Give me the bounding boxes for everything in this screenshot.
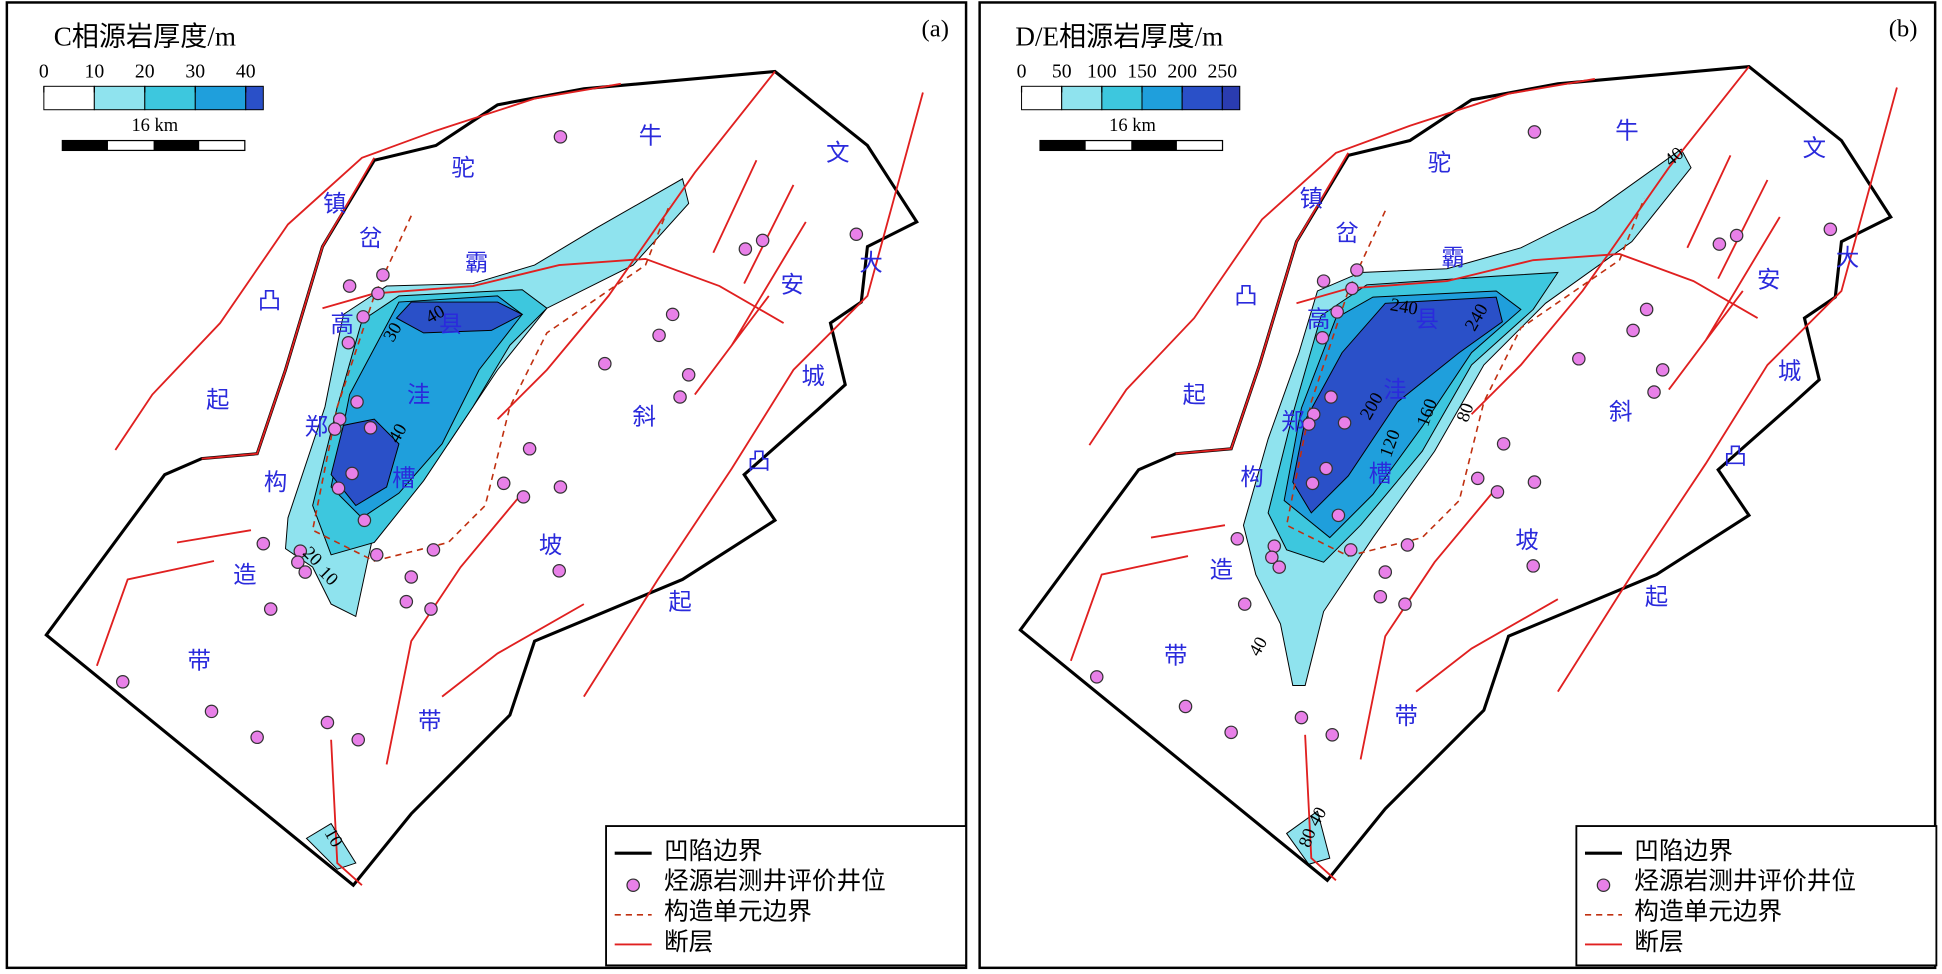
colorbar-tick-label: 20	[135, 60, 155, 82]
colorbar-segment	[1101, 85, 1143, 111]
colorbar-tick-label: 100	[1087, 60, 1117, 82]
legend-label: 凹陷边界	[664, 837, 763, 865]
place-label: 凸	[747, 449, 770, 475]
panel-a: C相源岩厚度/m (a) 16 km	[5, 1, 968, 970]
place-label: 霸	[465, 250, 488, 276]
legend-label: 烃源岩测井评价井位	[664, 867, 886, 895]
colorbar-segment	[1021, 85, 1063, 111]
place-label: 大	[1836, 245, 1859, 272]
place-label: 带	[418, 708, 441, 735]
place-label: 带	[187, 648, 210, 675]
colorbar-tick-label: 200	[1167, 60, 1197, 82]
colorbar-segment	[43, 85, 95, 111]
place-label: 带	[1164, 643, 1187, 670]
colorbar-tick-label: 0	[39, 60, 49, 82]
legend-box	[1574, 824, 1938, 967]
legend-label: 烃源岩测井评价井位	[1634, 867, 1856, 895]
place-label: 凸	[1234, 284, 1257, 310]
colorbar-segment	[245, 85, 264, 111]
panel-b: D/E相源岩厚度/m (b) 16 km	[978, 1, 1938, 970]
place-label: 驼	[1428, 150, 1451, 177]
legend-label: 断层	[664, 928, 713, 956]
place-label: 安	[781, 272, 804, 299]
scale-label: 16 km	[1109, 115, 1156, 135]
place-label: 文	[826, 140, 849, 167]
place-label: 城	[1778, 358, 1801, 385]
place-label: 坡	[1515, 527, 1538, 554]
place-label: 带	[1395, 703, 1418, 730]
scale-bar	[1039, 139, 1224, 152]
place-label: 坡	[539, 532, 562, 559]
thickness-contours	[284, 178, 690, 870]
legend-label: 构造单元边界	[664, 897, 812, 925]
place-label: 造	[233, 561, 256, 588]
place-label: 牛	[1615, 118, 1638, 145]
panel-label: (a)	[922, 15, 949, 42]
colorbar-tick-label: 250	[1208, 60, 1238, 82]
place-label: 斜	[633, 404, 656, 431]
legend-label: 断层	[1634, 928, 1683, 956]
place-label: 槽	[392, 465, 415, 492]
place-label: 镇	[1300, 185, 1323, 212]
colorbar-segment	[1061, 85, 1103, 111]
place-label: 县	[1415, 307, 1438, 333]
colorbar-segment	[144, 85, 196, 111]
place-label: 大	[859, 249, 882, 276]
place-label: 驼	[451, 155, 474, 182]
legend-box	[604, 824, 968, 967]
legend-label: 构造单元边界	[1634, 897, 1782, 925]
place-label: 郑	[305, 413, 328, 440]
colorbar-tick-label: 150	[1127, 60, 1157, 82]
scale-label: 16 km	[131, 115, 178, 135]
place-label: 文	[1803, 135, 1826, 162]
place-label: 构	[1240, 464, 1263, 491]
place-label: 造	[1210, 556, 1233, 583]
place-label: 镇	[323, 190, 346, 217]
place-label: 构	[264, 469, 287, 496]
place-label: 牛	[639, 122, 662, 149]
colorbar-segment	[1221, 85, 1241, 111]
place-label: 郑	[1281, 408, 1304, 435]
scale-bar	[61, 139, 246, 152]
place-label: 县	[439, 312, 462, 338]
colorbar-tick-label: 40	[236, 60, 256, 82]
colorbar-tick-label: 0	[1017, 60, 1027, 82]
panel-title: C相源岩厚度/m	[54, 22, 236, 52]
place-label: 岔	[1335, 220, 1358, 247]
place-label: 洼	[1383, 376, 1406, 403]
colorbar-tick-label: 50	[1052, 60, 1072, 82]
legend-label: 凹陷边界	[1634, 837, 1733, 865]
place-label: 斜	[1609, 399, 1632, 426]
place-label: 高	[331, 311, 354, 338]
contour-label: 240	[1389, 294, 1420, 319]
place-label: 起	[668, 589, 691, 616]
place-label: 槽	[1369, 460, 1392, 487]
place-label: 高	[1307, 306, 1330, 333]
place-label: 岔	[359, 225, 382, 252]
place-label: 起	[1182, 381, 1205, 408]
place-label: 安	[1757, 267, 1780, 294]
panel-label: (b)	[1889, 15, 1918, 42]
place-label: 凸	[258, 289, 281, 315]
colorbar-segment	[93, 85, 146, 111]
place-label: 霸	[1441, 246, 1464, 272]
place-label: 洼	[407, 381, 430, 408]
panel-title: D/E相源岩厚度/m	[1015, 22, 1223, 52]
colorbar-segment	[1181, 85, 1223, 111]
colorbar-tick-label: 30	[185, 60, 205, 82]
colorbar-segment	[1141, 85, 1183, 111]
colorbar-segment	[194, 85, 247, 111]
place-label: 凸	[1724, 444, 1747, 470]
place-label: 城	[801, 363, 824, 390]
place-label: 起	[206, 386, 229, 413]
colorbar-tick-label: 10	[84, 60, 104, 82]
place-label: 起	[1645, 584, 1668, 611]
